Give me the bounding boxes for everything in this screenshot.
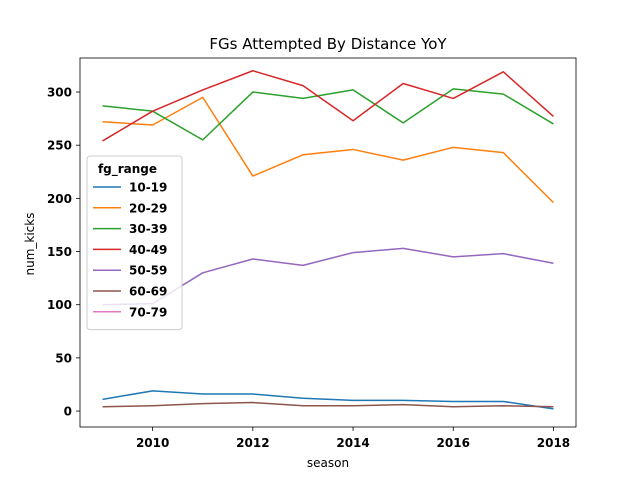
y-tick-label: 200 [47,192,72,206]
legend-label-40-49: 40-49 [129,243,167,257]
y-tick-label: 100 [47,298,72,312]
x-tick-label: 2016 [437,436,470,450]
axes-frame [79,57,577,428]
legend-label-70-79: 70-79 [129,305,167,319]
plot-area: 2010 2012 2014 2016 2018 0 50 100 150 200 250 300 [47,57,577,450]
y-tick-label: 250 [47,139,72,153]
legend-label-30-39: 30-39 [129,222,167,236]
legend-label-50-59: 50-59 [129,264,167,278]
series-line-10-19 [102,390,554,410]
y-tick-label: 0 [64,405,72,419]
x-tick-label: 2010 [136,436,169,450]
chart-title: FGs Attempted By Distance YoY [209,35,447,53]
legend-box [86,155,183,331]
series-line-30-39 [102,88,554,141]
y-tick-label: 150 [47,245,72,259]
x-tick-label: 2012 [236,436,269,450]
legend-label-20-29: 20-29 [129,201,167,215]
legend: fg_range 10-19 20-29 30-39 40-49 50-59 60-69 70… [86,155,183,331]
x-axis-label: season [307,456,349,470]
legend-label-10-19: 10-19 [129,181,167,195]
series-line-20-29 [102,96,554,204]
y-tick-label: 50 [55,351,72,365]
legend-title: fg_range [98,162,157,177]
y-tick-label: 300 [47,86,72,100]
x-tick-label: 2014 [336,436,369,450]
series-line-60-69 [102,401,554,408]
series-line-40-49 [102,70,554,142]
x-tick-label: 2018 [537,436,570,450]
legend-label-60-69: 60-69 [129,285,167,299]
y-axis-label: num_kicks [23,213,37,276]
